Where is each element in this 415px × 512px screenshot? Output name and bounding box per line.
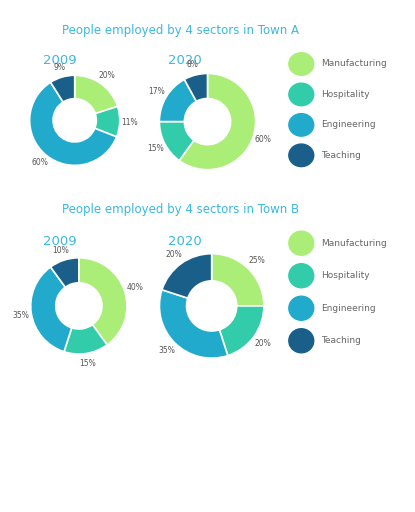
Text: 20%: 20% <box>99 71 115 80</box>
Wedge shape <box>159 290 228 358</box>
Text: 17%: 17% <box>149 87 165 96</box>
Text: Teaching: Teaching <box>321 336 361 345</box>
Text: Manufacturing: Manufacturing <box>321 239 387 248</box>
Text: 40%: 40% <box>126 283 143 292</box>
Text: Teaching: Teaching <box>321 151 361 160</box>
Wedge shape <box>31 267 72 352</box>
Text: 8%: 8% <box>187 60 199 69</box>
Circle shape <box>289 296 314 321</box>
Text: 2020: 2020 <box>168 236 202 248</box>
Text: 15%: 15% <box>147 144 164 153</box>
Text: 2009: 2009 <box>43 54 77 67</box>
Wedge shape <box>212 253 264 306</box>
Text: 11%: 11% <box>121 118 138 126</box>
Text: Manufacturing: Manufacturing <box>321 59 387 69</box>
Wedge shape <box>159 79 196 121</box>
Circle shape <box>289 53 314 75</box>
Text: 20%: 20% <box>255 339 271 348</box>
Text: People employed by 4 sectors in Town B: People employed by 4 sectors in Town B <box>62 203 299 217</box>
Circle shape <box>289 144 314 166</box>
Text: People employed by 4 sectors in Town A: People employed by 4 sectors in Town A <box>62 24 299 37</box>
Wedge shape <box>179 74 256 169</box>
Text: Hospitality: Hospitality <box>321 90 370 99</box>
Circle shape <box>289 264 314 288</box>
Circle shape <box>289 329 314 353</box>
Text: 25%: 25% <box>248 257 265 265</box>
Wedge shape <box>184 74 208 101</box>
Text: 15%: 15% <box>80 359 96 369</box>
Text: 2020: 2020 <box>168 54 202 67</box>
Wedge shape <box>29 82 117 165</box>
Text: 20%: 20% <box>166 250 183 259</box>
Text: 2009: 2009 <box>43 236 77 248</box>
Text: 9%: 9% <box>54 63 66 72</box>
Wedge shape <box>162 253 212 298</box>
Text: 35%: 35% <box>12 311 29 319</box>
Text: Hospitality: Hospitality <box>321 271 370 280</box>
Text: 35%: 35% <box>158 347 175 355</box>
Text: Engineering: Engineering <box>321 304 376 313</box>
Wedge shape <box>51 258 79 287</box>
Circle shape <box>289 83 314 105</box>
Circle shape <box>289 114 314 136</box>
Text: 60%: 60% <box>255 135 272 144</box>
Text: 10%: 10% <box>52 246 69 254</box>
Wedge shape <box>95 106 120 137</box>
Wedge shape <box>79 258 127 345</box>
Wedge shape <box>220 306 264 356</box>
Text: 60%: 60% <box>31 158 48 167</box>
Circle shape <box>289 231 314 255</box>
Text: Engineering: Engineering <box>321 120 376 130</box>
Wedge shape <box>64 325 107 354</box>
Wedge shape <box>159 121 194 161</box>
Wedge shape <box>75 75 117 114</box>
Wedge shape <box>51 75 75 102</box>
